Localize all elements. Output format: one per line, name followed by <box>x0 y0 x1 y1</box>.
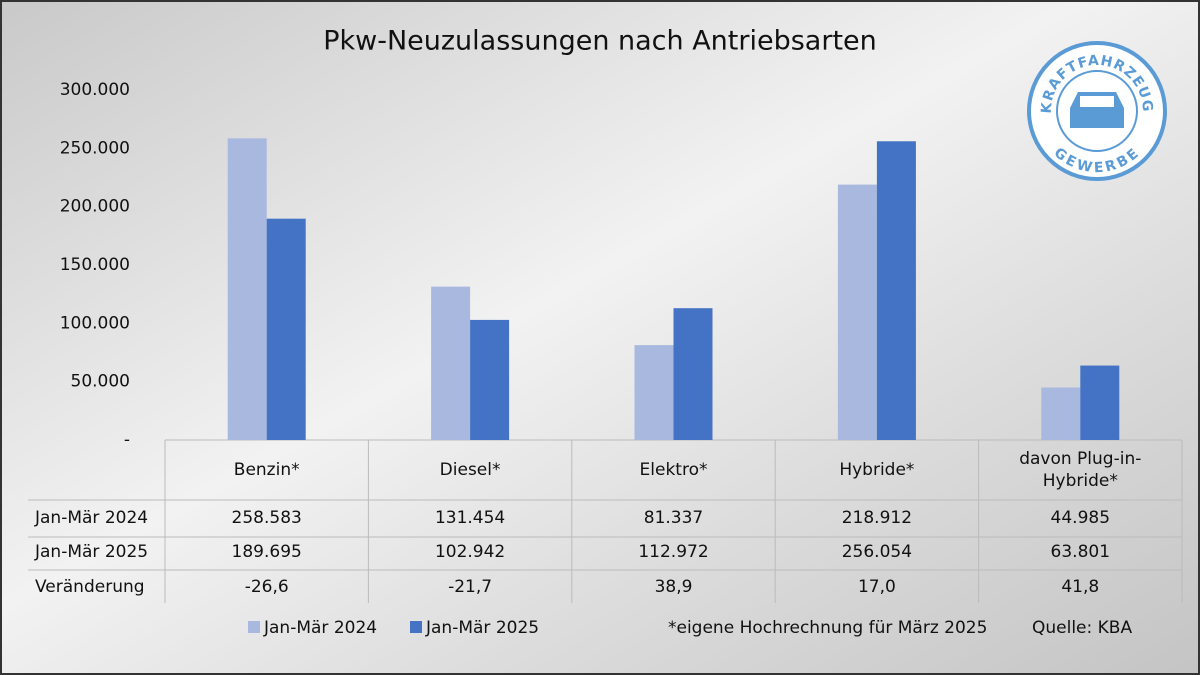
y-tick-label: - <box>124 430 130 450</box>
legend-label: Jan-Mär 2025 <box>425 618 539 638</box>
bar <box>470 319 510 440</box>
table-value: -26,6 <box>245 577 289 597</box>
table-value: 81.337 <box>644 508 703 528</box>
bar <box>266 218 306 440</box>
y-tick-label: 100.000 <box>60 313 130 333</box>
table-value: 131.454 <box>435 508 505 528</box>
bar <box>876 141 916 441</box>
x-tick-label: Benzin* <box>233 460 300 480</box>
bar <box>1080 365 1120 440</box>
legend-swatch <box>410 621 422 633</box>
category-cell: Elektro* <box>639 460 708 480</box>
category-cell: Diesel* <box>439 460 501 480</box>
source: Quelle: KBA <box>1032 618 1132 638</box>
table-value: 112.972 <box>638 542 708 562</box>
bar <box>1041 387 1081 440</box>
logo-window <box>1080 96 1114 107</box>
category-cell: davon Plug-in-Hybride* <box>1019 449 1142 491</box>
table-value: 17,0 <box>858 577 896 597</box>
row-label: Veränderung <box>35 577 145 597</box>
bar <box>634 345 674 440</box>
table-value: 218.912 <box>842 508 912 528</box>
category-cell: Hybride* <box>839 460 915 480</box>
logo: KRAFTFAHRZEUG GEWERBE <box>1027 41 1167 181</box>
bar <box>673 308 713 440</box>
footnote: *eigene Hochrechnung für März 2025 <box>668 618 987 638</box>
table-value: 41,8 <box>1061 577 1099 597</box>
y-tick-label: 300.000 <box>60 80 130 100</box>
table-value: 102.942 <box>435 542 505 562</box>
x-tick-label: Diesel* <box>439 460 501 480</box>
table-value: 258.583 <box>232 508 302 528</box>
table-value: 256.054 <box>842 542 912 562</box>
y-tick-label: 50.000 <box>71 372 130 392</box>
y-tick-label: 250.000 <box>60 138 130 158</box>
table-value: -21,7 <box>448 577 492 597</box>
row-label: Jan-Mär 2024 <box>34 508 148 528</box>
bar <box>431 286 471 440</box>
table-value: 63.801 <box>1051 542 1110 562</box>
table-value: 189.695 <box>232 542 302 562</box>
bar <box>227 138 267 441</box>
y-tick-label: 150.000 <box>60 255 130 275</box>
legend-label: Jan-Mär 2024 <box>263 618 377 638</box>
legend-swatch <box>248 621 260 633</box>
x-tick-label: Hybride* <box>839 460 915 480</box>
row-label: Jan-Mär 2025 <box>34 542 148 562</box>
chart-title: Pkw-Neuzulassungen nach Antriebsarten <box>323 26 877 57</box>
x-tick-label: Elektro* <box>639 460 708 480</box>
category-cell: Benzin* <box>233 460 300 480</box>
y-tick-label: 200.000 <box>60 197 130 217</box>
x-tick-label: davon Plug-in-Hybride* <box>1019 449 1142 491</box>
table-value: 44.985 <box>1051 508 1110 528</box>
bar <box>837 184 877 440</box>
table-value: 38,9 <box>655 577 693 597</box>
